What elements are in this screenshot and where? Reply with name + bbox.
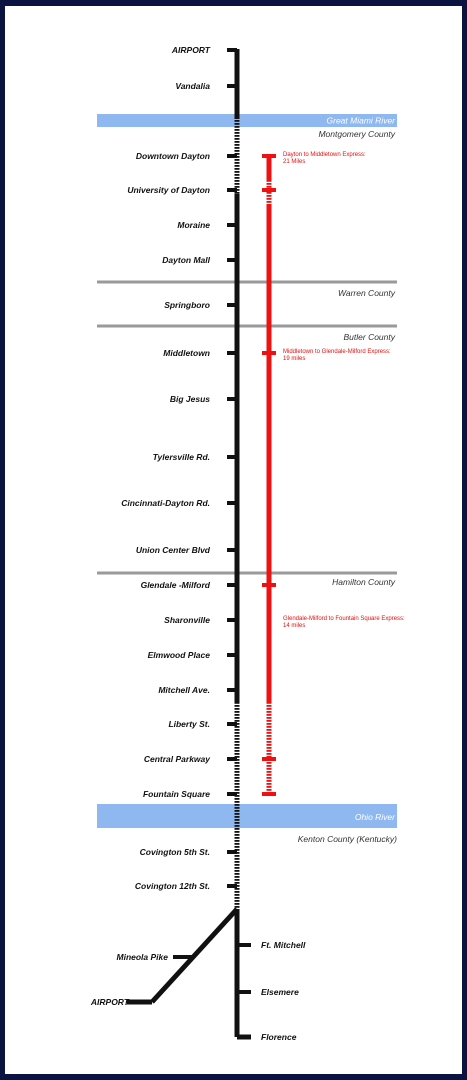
county-label-montgomery: Montgomery County xyxy=(318,129,395,139)
station-vandalia: Vandalia xyxy=(175,81,237,91)
station-middletown: Middletown xyxy=(163,348,237,358)
station-covington-5th-st: Covington 5th St. xyxy=(140,847,237,857)
station-label: Fountain Square xyxy=(143,789,210,799)
station-moraine: Moraine xyxy=(177,220,237,230)
diagram-frame: Great Miami River Ohio River Montgomery … xyxy=(5,6,462,1074)
county-label-kenton: Kenton County (Kentucky) xyxy=(298,834,397,844)
station-university-of-dayton: University of Dayton xyxy=(127,185,237,195)
station-big-jesus: Big Jesus xyxy=(170,394,237,404)
station-label: Union Center Blvd xyxy=(136,545,211,555)
station-label: Elmwood Place xyxy=(148,650,211,660)
station-downtown-dayton: Downtown Dayton xyxy=(136,151,237,161)
station-glendale-milford: Glendale -Milford xyxy=(141,580,237,590)
station-label: Cincinnati-Dayton Rd. xyxy=(121,498,210,508)
station-label: Big Jesus xyxy=(170,394,210,404)
express-label-line1: Dayton to Middletown Express: xyxy=(283,152,366,158)
station-label: Mineola Pike xyxy=(117,952,169,962)
county-label-warren: Warren County xyxy=(338,288,396,298)
station-label: Central Parkway xyxy=(144,754,211,764)
express-label-line2: 21 Miles xyxy=(283,159,305,165)
station-mitchell-ave: Mitchell Ave. xyxy=(158,685,237,695)
station-label: Dayton Mall xyxy=(162,255,210,265)
express-line xyxy=(262,154,276,796)
county-label-hamilton: Hamilton County xyxy=(332,577,396,587)
transit-map: Great Miami River Ohio River Montgomery … xyxy=(90,45,405,1042)
express-label-line1: Middletown to Glendale-Milford Express: xyxy=(283,349,391,355)
station-label: Moraine xyxy=(177,220,210,230)
station-central-parkway: Central Parkway xyxy=(144,754,237,764)
express-label-dayton-middletown: Dayton to Middletown Express: 21 Miles xyxy=(283,152,366,165)
express-line-hatched-upper xyxy=(266,181,272,205)
station-label: Vandalia xyxy=(175,81,210,91)
station-sharonville: Sharonville xyxy=(164,615,237,625)
station-label: Ft. Mitchell xyxy=(261,940,306,950)
express-label-line1: Glendale-Milford to Fountain Square Expr… xyxy=(283,616,405,622)
station-label: Glendale -Milford xyxy=(141,580,211,590)
station-label: AIRPORT xyxy=(90,997,130,1007)
station-union-center-blvd: Union Center Blvd xyxy=(136,545,237,555)
main-line-tunnel-cincinnati xyxy=(234,703,240,908)
express-label-line2: 19 miles xyxy=(283,356,305,362)
station-label: Middletown xyxy=(163,348,210,358)
station-label: Covington 12th St. xyxy=(135,881,210,891)
station-covington-12th-st: Covington 12th St. xyxy=(135,881,237,891)
station-label: Liberty St. xyxy=(168,719,210,729)
station-label: University of Dayton xyxy=(127,185,210,195)
station-label: Springboro xyxy=(164,300,210,310)
station-liberty-st: Liberty St. xyxy=(168,719,237,729)
river-band-great-miami xyxy=(97,114,397,127)
station-elmwood-place: Elmwood Place xyxy=(148,650,237,660)
station-elsemere: Elsemere xyxy=(237,987,299,997)
station-dayton-mall: Dayton Mall xyxy=(162,255,237,265)
station-label: Covington 5th St. xyxy=(140,847,210,857)
station-label: Florence xyxy=(261,1032,297,1042)
station-label: Tylersville Rd. xyxy=(153,452,210,462)
station-label: Sharonville xyxy=(164,615,210,625)
express-label-line2: 14 miles xyxy=(283,623,305,629)
express-line-hatched-lower xyxy=(266,703,272,795)
station-cincinnati-dayton-rd: Cincinnati-Dayton Rd. xyxy=(121,498,237,508)
branch-west-line xyxy=(150,907,239,1004)
station-tylersville-rd: Tylersville Rd. xyxy=(153,452,237,462)
station-label: AIRPORT xyxy=(171,45,211,55)
station-label: Elsemere xyxy=(261,987,299,997)
station-airport-south: AIRPORT xyxy=(90,997,130,1007)
river-label-ohio: Ohio River xyxy=(355,812,396,822)
station-mineola-pike: Mineola Pike xyxy=(117,952,193,962)
river-band-ohio xyxy=(97,804,397,828)
river-label-great-miami: Great Miami River xyxy=(327,116,397,126)
station-ft-mitchell: Ft. Mitchell xyxy=(237,940,306,950)
station-florence: Florence xyxy=(261,1032,297,1042)
express-label-glendale-fountain: Glendale-Milford to Fountain Square Expr… xyxy=(283,616,405,629)
station-springboro: Springboro xyxy=(164,300,237,310)
station-airport-north: AIRPORT xyxy=(171,45,237,55)
station-fountain-square: Fountain Square xyxy=(143,789,237,799)
station-label: Downtown Dayton xyxy=(136,151,210,161)
station-label: Mitchell Ave. xyxy=(158,685,210,695)
express-label-middletown-glendale: Middletown to Glendale-Milford Express: … xyxy=(283,349,391,362)
county-label-butler: Butler County xyxy=(344,332,396,342)
